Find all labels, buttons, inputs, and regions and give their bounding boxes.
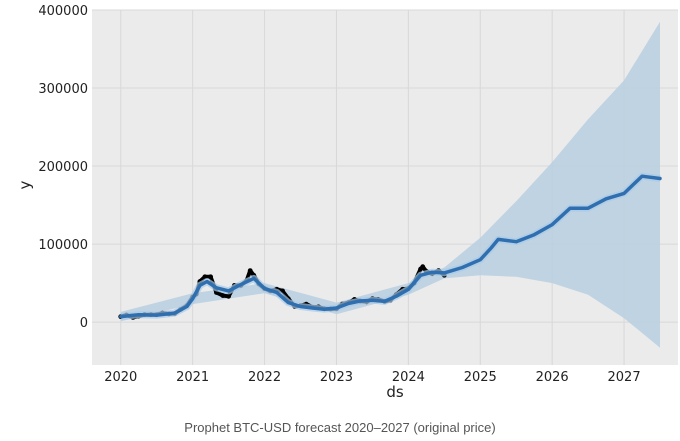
x-tick-label: 2023 bbox=[320, 370, 353, 385]
x-tick-label: 2025 bbox=[464, 370, 497, 385]
forecast-line bbox=[119, 172, 662, 321]
x-tick-label: 2021 bbox=[176, 370, 209, 385]
x-axis-ticks: 2020 2021 2022 2023 2024 2025 2026 2027 bbox=[104, 370, 640, 385]
x-tick-label: 2026 bbox=[536, 370, 569, 385]
actual-data-point bbox=[420, 264, 426, 270]
x-tick-label: 2024 bbox=[392, 370, 425, 385]
actual-data-point bbox=[226, 293, 232, 299]
actual-data-point bbox=[208, 274, 214, 280]
actual-data-point bbox=[247, 268, 253, 273]
y-tick-label: 0 bbox=[80, 316, 88, 331]
uncertainty-band-area bbox=[120, 21, 661, 348]
forecast-chart: 2020 2021 2022 2023 2024 2025 2026 2027 0 100000… bbox=[16, 4, 678, 400]
y-tick-label: 100000 bbox=[38, 238, 88, 253]
actual-data-point bbox=[202, 274, 208, 280]
x-tick-label: 2020 bbox=[104, 370, 137, 385]
y-tick-label: 200000 bbox=[38, 160, 88, 175]
forecast-line-path bbox=[119, 174, 662, 319]
uncertainty-band bbox=[120, 21, 661, 348]
x-tick-label: 2027 bbox=[608, 370, 641, 385]
chart-caption: Prophet BTC-USD forecast 2020–2027 (orig… bbox=[184, 420, 496, 435]
y-tick-label: 300000 bbox=[38, 82, 88, 97]
actual-data-point bbox=[220, 293, 226, 298]
y-axis-label: y bbox=[16, 180, 34, 189]
plot-area bbox=[92, 9, 678, 365]
y-axis-ticks: 0 100000 200000 300000 400000 bbox=[38, 4, 88, 331]
y-tick-label: 400000 bbox=[38, 4, 88, 19]
x-tick-label: 2022 bbox=[248, 370, 281, 385]
x-axis-label: ds bbox=[386, 383, 404, 400]
